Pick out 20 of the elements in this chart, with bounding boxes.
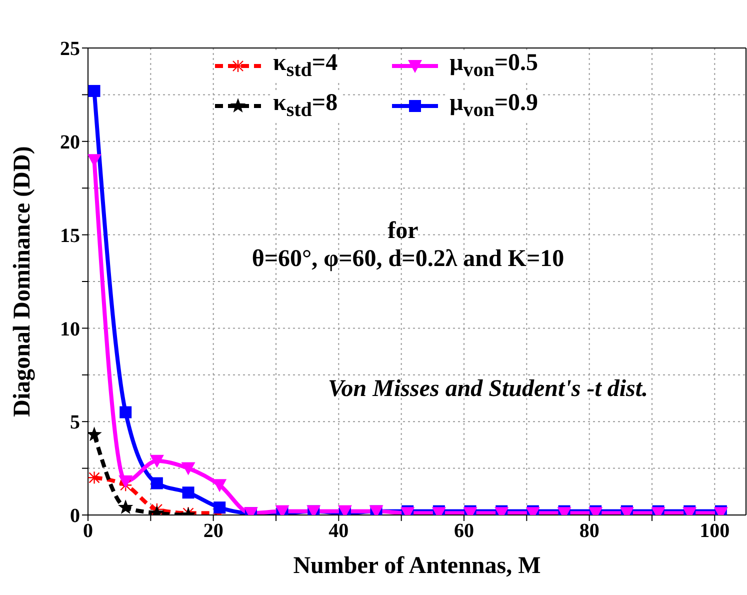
annotation: θ=60°, φ=60, d=0.2λ and K=10 [252, 246, 564, 273]
y-tick-label: 5 [70, 412, 80, 434]
annotation: Von Misses and Student's -t dist. [328, 376, 648, 403]
x-tick-label: 80 [579, 520, 600, 542]
legend-label: μ$_{von}$=0.5 [448, 50, 540, 82]
legend-label: κ$_{std}$=4 [271, 50, 340, 82]
legend-label: κ$_{std}$=8 [271, 90, 340, 122]
y-tick-label: 15 [60, 224, 80, 247]
legend-label: μ$_{von}$=0.9 [448, 90, 540, 122]
y-axis-title: Diagonal Dominance (DD) [10, 146, 36, 417]
x-axis-title: Number of Antennas, M [293, 553, 541, 579]
x-tick-label: 100 [700, 520, 730, 542]
x-tick-label: 60 [454, 520, 474, 542]
x-tick-label: 20 [203, 520, 224, 542]
y-tick-label: 25 [60, 38, 80, 60]
y-tick-label: 20 [60, 132, 80, 154]
x-tick-label: 40 [328, 520, 349, 542]
y-tick-label: 10 [60, 318, 80, 340]
y-tick-label: 0 [70, 505, 80, 528]
annotation: for [388, 218, 418, 245]
